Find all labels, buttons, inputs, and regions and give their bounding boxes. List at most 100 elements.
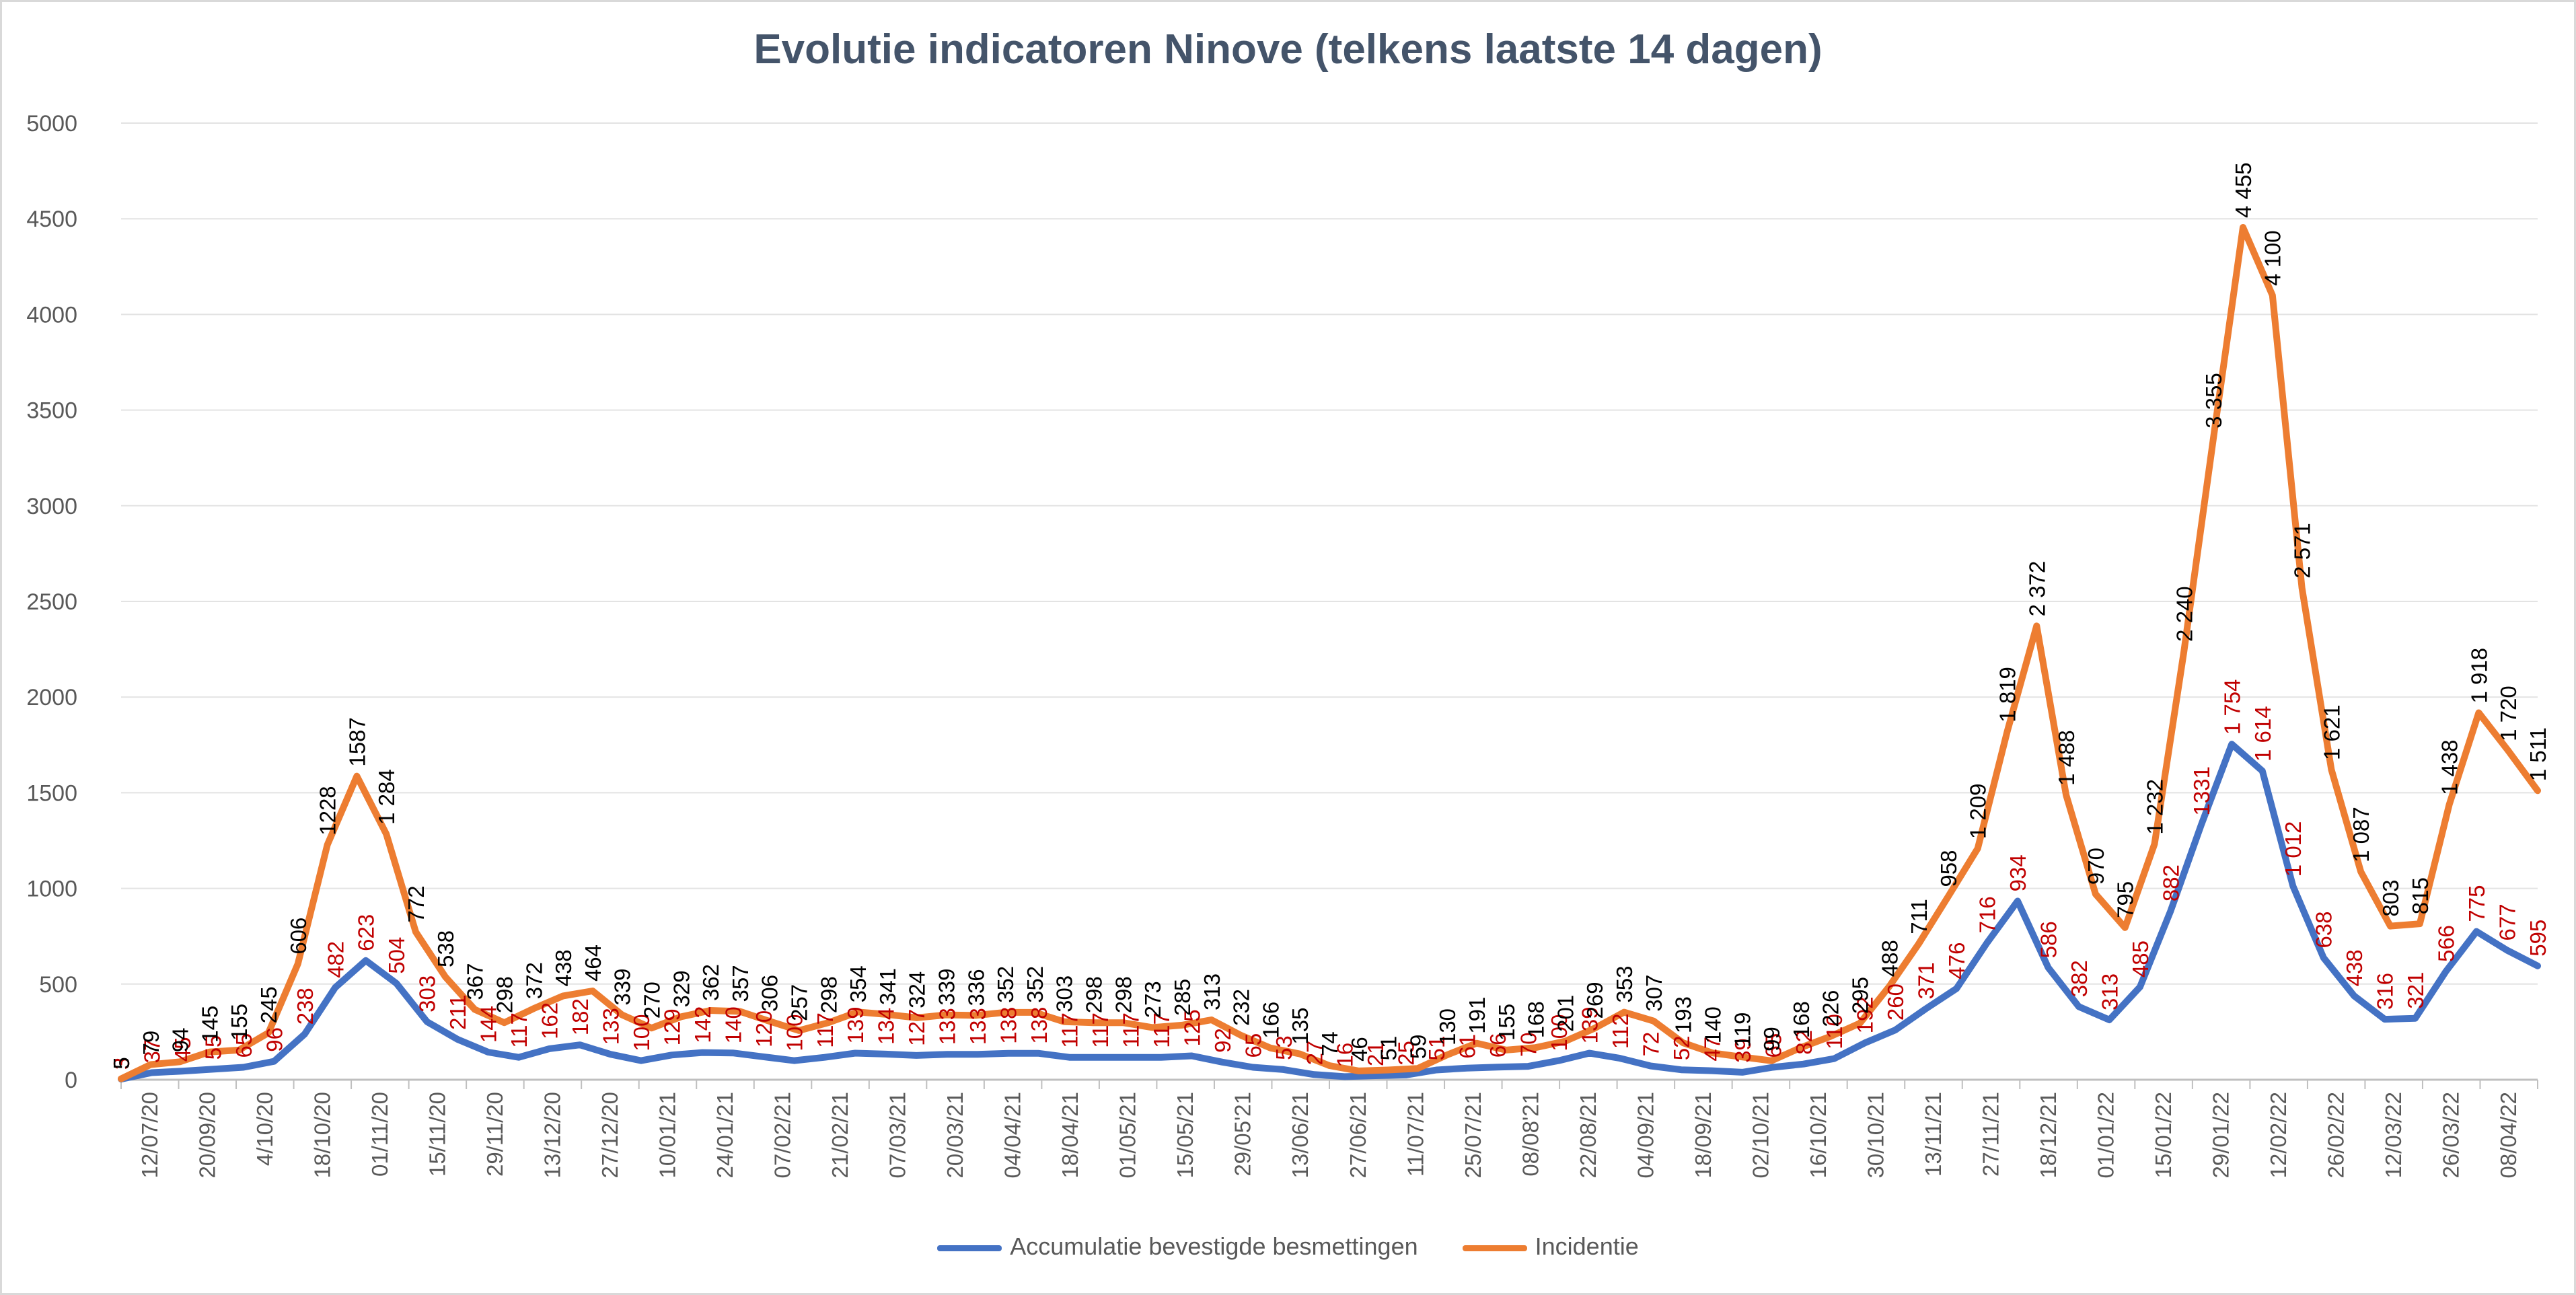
x-tick-label: 13/11/21 xyxy=(1921,1092,1946,1177)
data-label: 21 xyxy=(1363,1041,1388,1066)
x-tick-label: 30/10/21 xyxy=(1863,1092,1888,1178)
data-label: 130 xyxy=(1435,1008,1460,1045)
data-label: 1 614 xyxy=(2250,706,2275,762)
data-label: 1 488 xyxy=(2054,730,2079,786)
legend: Accumulatie bevestigde besmettingen Inci… xyxy=(0,1231,2576,1261)
data-label: 79 xyxy=(139,1031,163,1056)
data-label: 59 xyxy=(1405,1035,1430,1060)
data-label: 298 xyxy=(492,976,517,1013)
data-label: 1 918 xyxy=(2466,648,2491,704)
data-label: 1 087 xyxy=(2349,807,2373,862)
x-tick-label: 08/04/22 xyxy=(2496,1092,2521,1178)
x-tick-label: 08/08'21 xyxy=(1518,1092,1543,1177)
data-label: 117 xyxy=(507,1012,531,1048)
data-label: 488 xyxy=(1877,940,1902,977)
data-label: 46 xyxy=(1347,1037,1372,1062)
y-tick-label: 4500 xyxy=(26,207,77,232)
data-label: 313 xyxy=(2097,973,2122,1010)
data-label: 298 xyxy=(1082,976,1107,1013)
data-label: 117 xyxy=(813,1012,838,1048)
x-tick-label: 18/09/21 xyxy=(1691,1092,1716,1178)
x-tick-label: 20/03/21 xyxy=(943,1092,967,1178)
x-tick-label: 18/10/20 xyxy=(309,1092,334,1178)
data-label: 65 xyxy=(1761,1033,1786,1058)
data-label: 37 xyxy=(139,1039,164,1064)
data-label: 211 xyxy=(445,994,470,1030)
legend-label-accumulatie: Accumulatie bevestigde besmettingen xyxy=(1010,1232,1418,1261)
data-label: 538 xyxy=(433,930,458,967)
y-tick-label: 500 xyxy=(39,972,77,998)
data-label: 1 511 xyxy=(2526,727,2550,781)
data-label: 140 xyxy=(1700,1006,1725,1043)
legend-item-incidentie[interactable]: Incidentie xyxy=(1462,1232,1639,1261)
x-axis: 12/07/20 20/09/20 4/10/20 18/10/20 01/11/20 1… xyxy=(120,1080,2538,1178)
data-label: 352 xyxy=(993,966,1018,1003)
gridlines xyxy=(121,122,2538,1081)
data-label: 566 xyxy=(2434,925,2459,962)
legend-item-accumulatie[interactable]: Accumulatie bevestigde besmettingen xyxy=(937,1232,1418,1261)
data-label: 1587 xyxy=(344,717,369,766)
data-label: 1 720 xyxy=(2496,686,2521,741)
y-tick-label: 1000 xyxy=(26,877,77,902)
data-label: 2 372 xyxy=(2024,561,2049,617)
data-label: 362 xyxy=(698,964,723,1001)
data-label: 135 xyxy=(1288,1008,1313,1045)
data-label: 145 xyxy=(197,1006,222,1043)
data-label: 226 xyxy=(1818,990,1843,1027)
x-tick-label: 27/06/21 xyxy=(1346,1092,1370,1178)
data-label: 638 xyxy=(2312,911,2336,948)
data-label: 934 xyxy=(2005,854,2030,891)
data-label: 882 xyxy=(2158,864,2183,901)
x-tick-label: 20/09/20 xyxy=(194,1092,219,1178)
data-label: 82 xyxy=(1792,1030,1816,1055)
data-label: 65 xyxy=(1241,1033,1265,1058)
data-label: 303 xyxy=(415,975,440,1012)
data-label: 168 xyxy=(1524,1001,1549,1038)
data-label: 341 xyxy=(875,968,900,1005)
x-tick-label: 02/10/21 xyxy=(1748,1092,1773,1178)
data-label: 138 xyxy=(1027,1007,1052,1044)
data-label: 166 xyxy=(1258,1002,1283,1039)
data-label: 772 xyxy=(404,885,429,922)
legend-label-incidentie: Incidentie xyxy=(1535,1232,1639,1261)
data-label: 100 xyxy=(782,1014,807,1051)
data-label: 110 xyxy=(1822,1014,1847,1049)
data-label: 245 xyxy=(256,986,281,1023)
data-label: 586 xyxy=(2036,921,2061,958)
x-tick-label: 01/05/21 xyxy=(1115,1092,1140,1178)
data-label: 65 xyxy=(231,1033,256,1058)
data-label: 285 xyxy=(1170,979,1195,1016)
data-label: 100 xyxy=(629,1014,654,1051)
data-label: 716 xyxy=(1975,896,2000,933)
y-tick-label: 1500 xyxy=(26,780,77,806)
series-line-0 xyxy=(118,741,2541,1083)
y-tick-label: 2500 xyxy=(26,589,77,615)
data-label: 119 xyxy=(1730,1012,1755,1048)
x-tick-label: 21/02/21 xyxy=(827,1092,852,1178)
data-label: 25 xyxy=(1394,1041,1419,1066)
data-label: 372 xyxy=(521,962,546,999)
x-tick-label: 04/04/21 xyxy=(1000,1092,1025,1178)
data-label: 958 xyxy=(1936,850,1961,887)
data-label: 125 xyxy=(1179,1009,1204,1046)
data-label: 155 xyxy=(227,1004,252,1041)
data-label: 53 xyxy=(1272,1035,1296,1060)
x-tick-label: 24/01/21 xyxy=(712,1092,737,1178)
data-label: 193 xyxy=(1671,996,1696,1033)
data-label: 232 xyxy=(1229,989,1254,1026)
data-label: 711 xyxy=(1907,899,1931,934)
x-tick-label: 18/12/21 xyxy=(2036,1092,2061,1178)
x-tick-label: 07/02/21 xyxy=(770,1092,795,1178)
data-label: 117 xyxy=(1088,1012,1113,1048)
data-label: 238 xyxy=(293,988,318,1025)
x-tick-label: 16/10/21 xyxy=(1806,1092,1831,1178)
data-label: 100 xyxy=(1547,1014,1572,1051)
data-label: 382 xyxy=(2067,960,2092,997)
data-label: 482 xyxy=(323,941,348,978)
data-label: 339 xyxy=(934,969,959,1006)
x-tick-label: 15/11/20 xyxy=(425,1092,449,1177)
data-label: 367 xyxy=(463,963,488,1000)
data-label: 155 xyxy=(1494,1004,1519,1041)
